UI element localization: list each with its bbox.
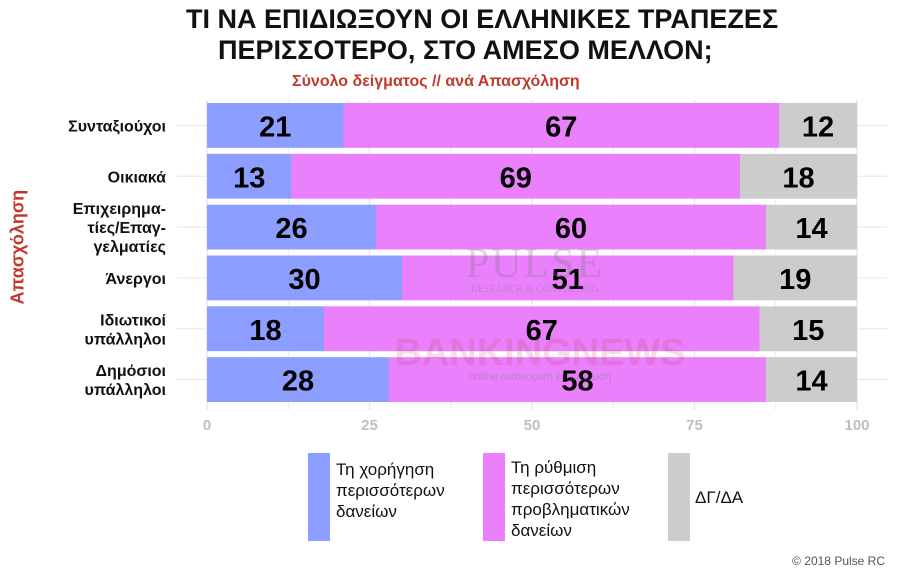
bar-segment (291, 153, 740, 199)
bar-segment (324, 306, 760, 352)
category-label: Επιχειρημα-τίες/Επαγ-γελματίες (73, 201, 166, 256)
bar-value-label: 13 (233, 162, 265, 194)
bar-value-label: 14 (795, 213, 827, 245)
legend-swatch-series-1 (308, 453, 330, 541)
bar-segment (733, 255, 857, 301)
bar-segment (207, 204, 376, 250)
bar-segment (779, 103, 857, 148)
bar-value-label: 15 (792, 315, 824, 347)
bar-value-label: 21 (259, 111, 291, 143)
bar-value-label: 14 (795, 366, 827, 398)
copyright-notice: © 2018 Pulse RC (792, 554, 885, 568)
bar-value-label: 69 (500, 162, 532, 194)
bar-value-label: 26 (275, 213, 307, 245)
bar-segment (389, 357, 766, 402)
legend-swatch-series-3 (668, 453, 690, 541)
x-tick-label: 0 (203, 417, 211, 434)
bar-segment (766, 357, 857, 402)
bar-segment (740, 153, 857, 199)
bar-value-label: 67 (526, 315, 558, 347)
bar-segment (759, 306, 857, 352)
x-tick-label: 50 (524, 417, 541, 434)
category-label: Συνταξιούχοι (68, 118, 166, 135)
chart-title-line-1: ΤΙ ΝΑ ΕΠΙΔΙΩΞΟΥΝ ΟΙ ΕΛΛΗΝΙΚΕΣ ΤΡΑΠΕΖΕΣ (186, 4, 779, 34)
bar-segment (207, 153, 292, 199)
bar-value-label: 19 (779, 264, 811, 296)
legend-label-series-1: Τη χορήγηση περισσότερων δανείων (336, 460, 445, 521)
x-tick-label: 25 (361, 417, 378, 434)
bar-value-label: 18 (249, 315, 281, 347)
legend-swatch-series-2 (483, 453, 505, 541)
bar-value-label: 30 (288, 264, 320, 296)
bar-segment (376, 204, 766, 250)
bar-value-label: 28 (282, 366, 314, 398)
bar-segment (343, 103, 779, 148)
bar-segment (207, 103, 344, 148)
category-label: Οικιακά (108, 169, 166, 186)
category-label: Δημόσιοι υπάλληλοι (85, 363, 166, 399)
chart-subtitle: Σύνολο δείγματος // ανά Απασχόληση (292, 73, 580, 90)
bar-value-label: 60 (555, 213, 587, 245)
x-tick-label: 100 (844, 417, 869, 434)
bar-value-label: 58 (561, 366, 593, 398)
category-label: Άνεργοι (106, 271, 166, 288)
legend-label-series-2: Τη ρύθμιση περισσότερων προβληματικών δα… (511, 458, 630, 540)
bar-value-label: 18 (782, 162, 814, 194)
category-label: Ιδιωτικοί υπάλληλοι (85, 312, 166, 348)
bar-segment (207, 357, 389, 402)
bar-value-label: 51 (552, 264, 584, 296)
bar-segment (207, 306, 324, 352)
chart-title-line-2: ΠΕΡΙΣΣΟΤΕΡΟ, ΣΤΟ ΑΜΕΣΟ ΜΕΛΛΟΝ; (218, 35, 713, 65)
x-tick-label: 75 (686, 417, 703, 434)
bar-segment (207, 255, 402, 301)
bar-value-label: 67 (545, 111, 577, 143)
legend-label-series-3: ΔΓ/ΔΑ (695, 488, 744, 507)
bar-segment (766, 204, 857, 250)
bar-value-label: 12 (802, 111, 834, 143)
bar-segment (402, 255, 734, 301)
